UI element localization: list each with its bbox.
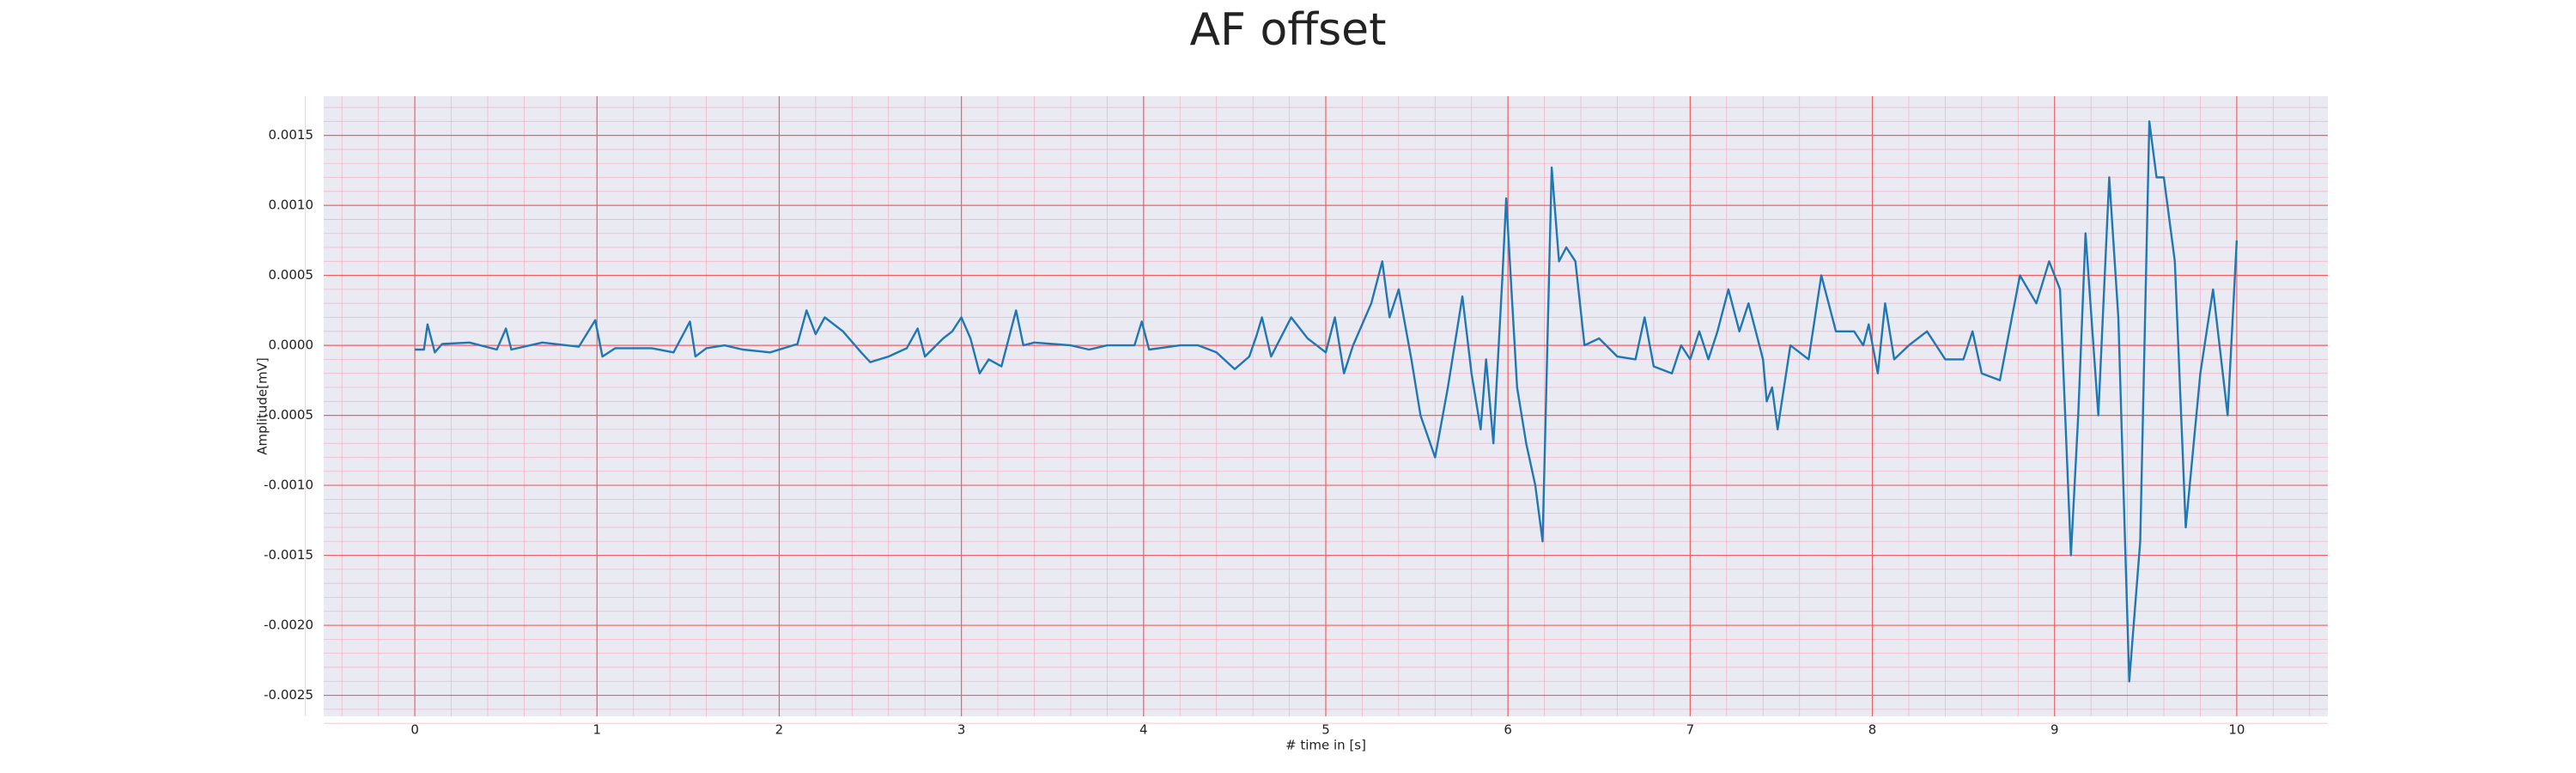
y-tick-label: -0.0015 [264, 547, 313, 563]
chart-title: AF offset [1189, 4, 1386, 56]
x-tick-label: 9 [2050, 722, 2059, 738]
x-tick-label: 10 [2228, 722, 2245, 738]
x-tick-label: 2 [775, 722, 784, 738]
y-tick-label: 0.0000 [269, 338, 314, 353]
y-tick-label: -0.0025 [264, 687, 313, 703]
x-tick-label: 6 [1504, 722, 1512, 738]
y-tick-label: 0.0005 [269, 267, 314, 283]
y-axis-label: Amplitude[mV] [255, 357, 270, 454]
x-tick-label: 8 [1868, 722, 1877, 738]
x-axis-label: # time in [s] [1285, 738, 1366, 753]
x-tick-label: 3 [957, 722, 966, 738]
y-tick-label: 0.0010 [269, 198, 314, 213]
x-tick-label: 7 [1686, 722, 1695, 738]
y-tick-label: -0.0020 [264, 618, 313, 633]
x-tick-label: 1 [592, 722, 601, 738]
y-tick-label: -0.0010 [264, 478, 313, 493]
y-tick-label: -0.0005 [264, 407, 313, 423]
x-tick-label: 0 [410, 722, 419, 738]
x-tick-label: 5 [1321, 722, 1330, 738]
y-tick-label: 0.0015 [269, 127, 314, 143]
x-tick-label: 4 [1139, 722, 1148, 738]
data-line [415, 120, 2239, 683]
